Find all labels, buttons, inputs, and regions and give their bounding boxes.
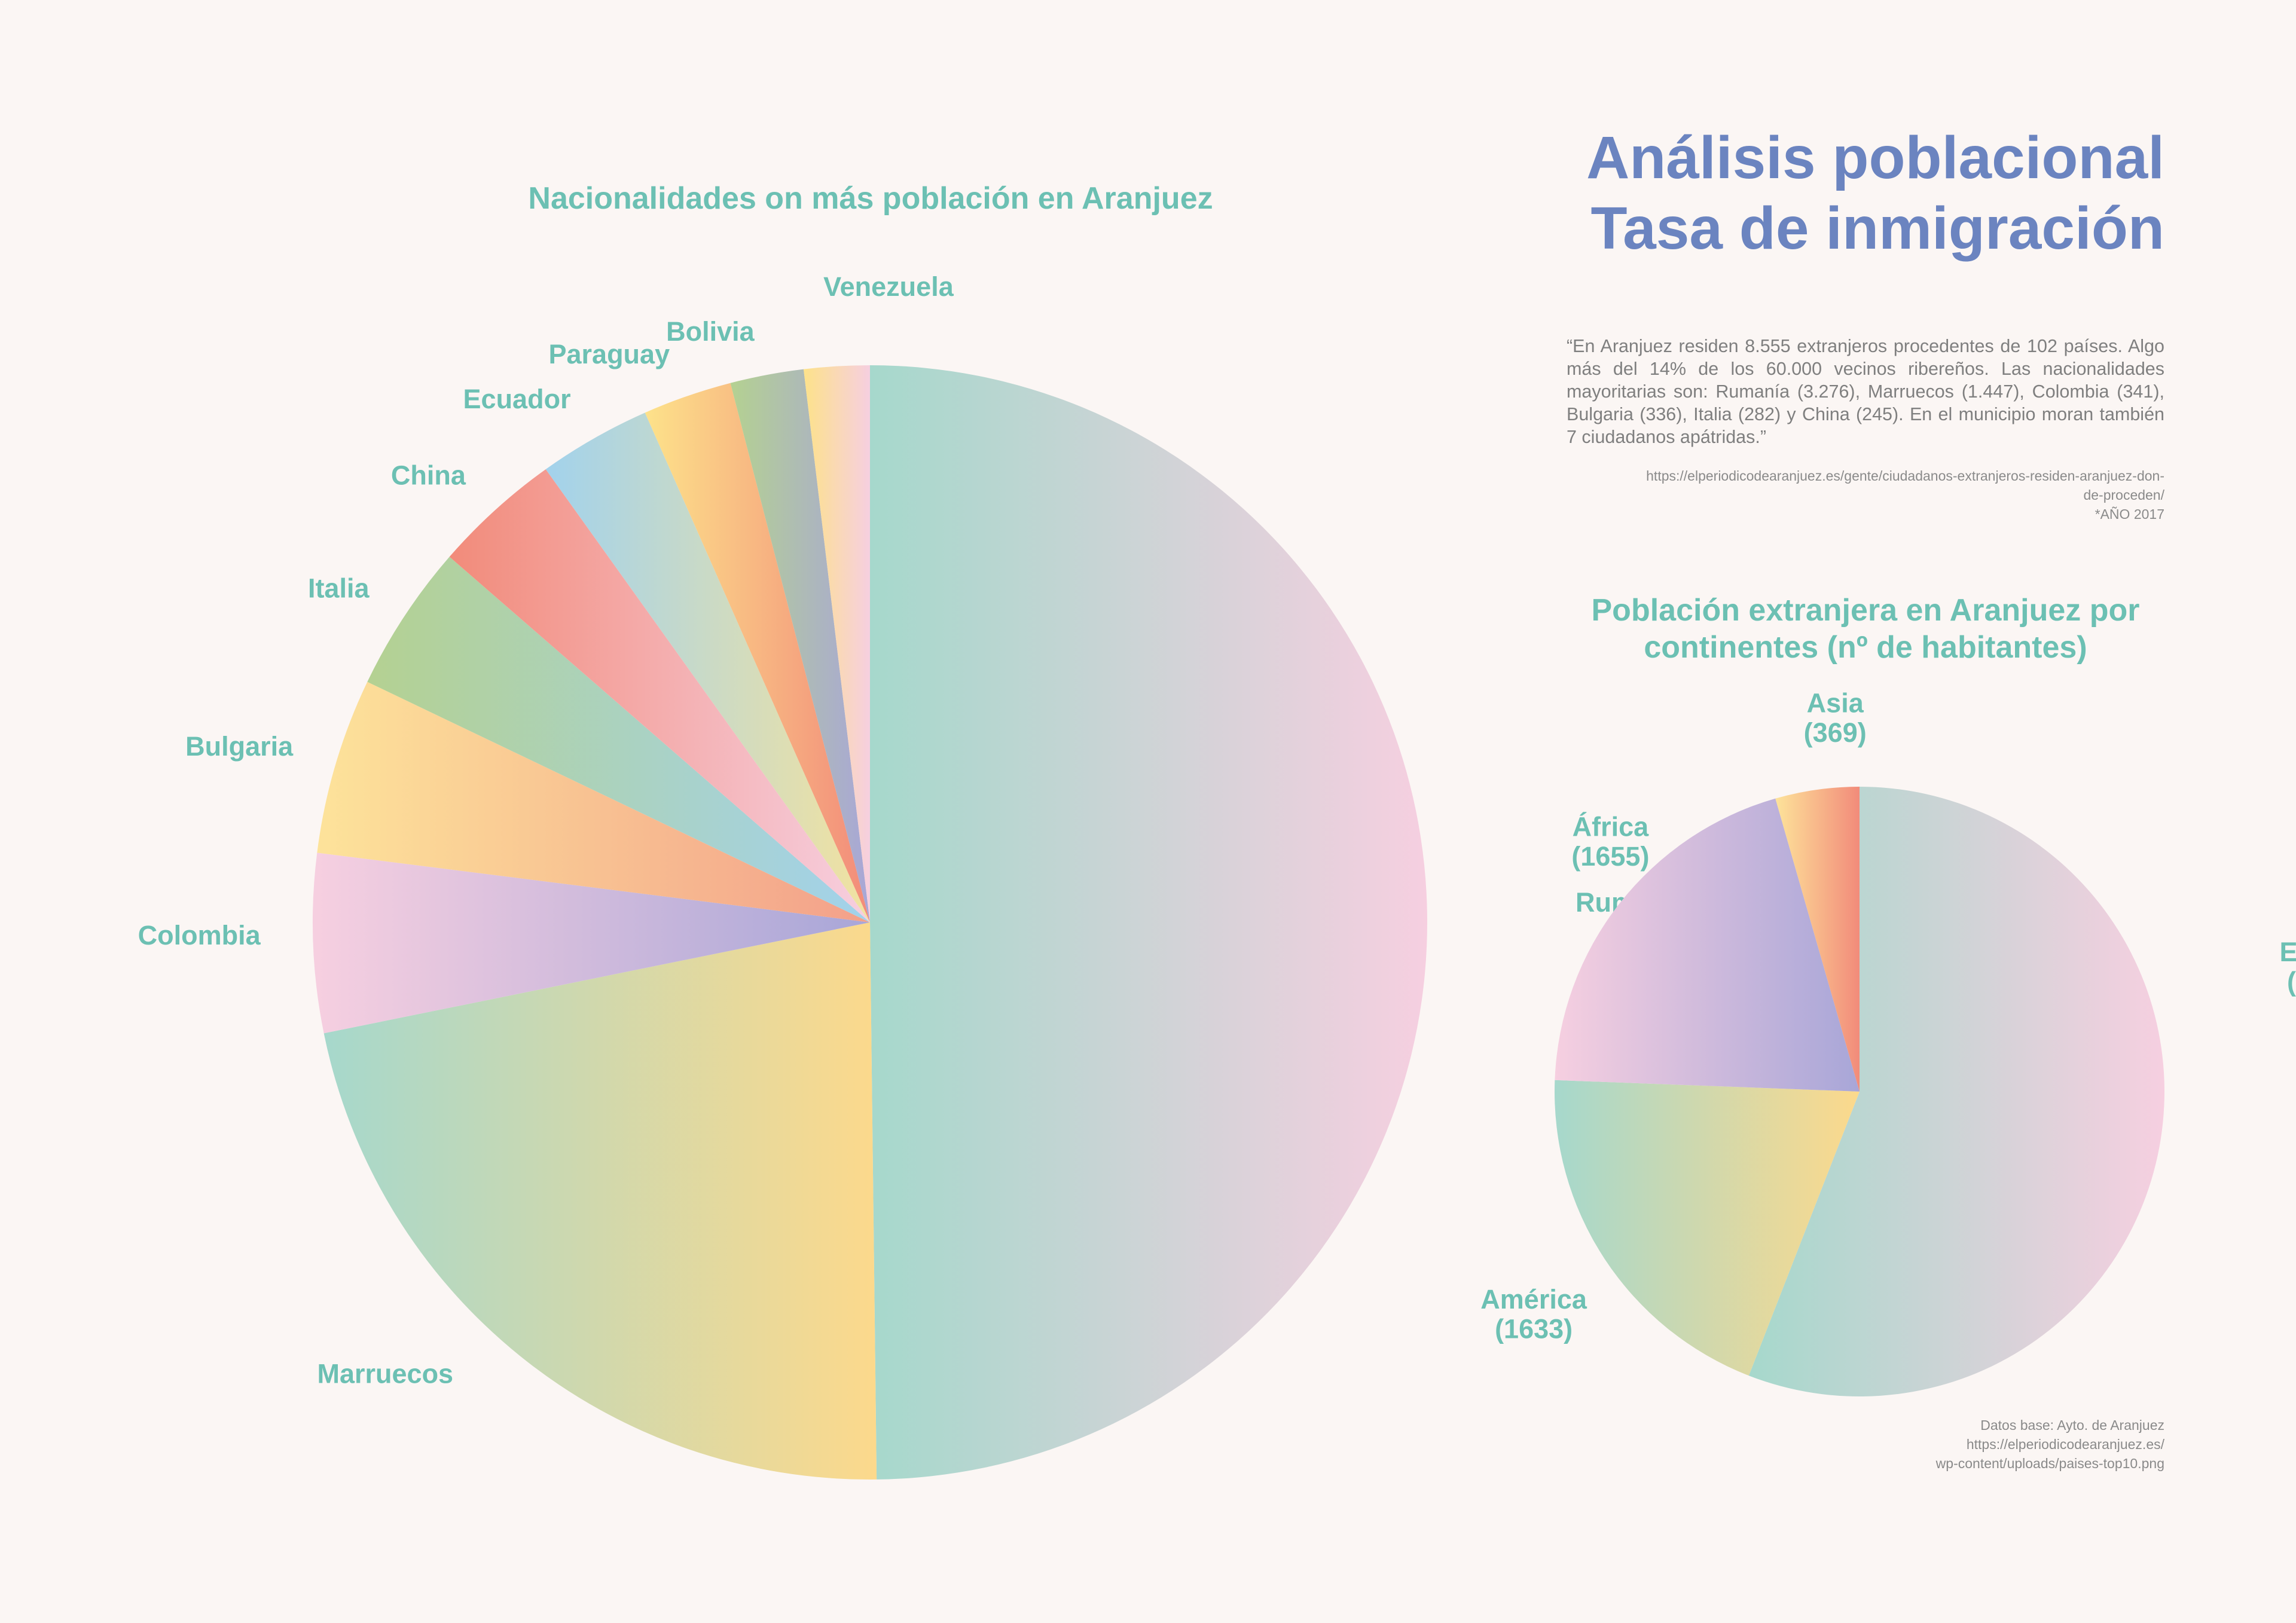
page-title: Análisis poblacional Tasa de inmigración [1327, 123, 2164, 264]
slice-label-china: China [391, 460, 466, 491]
slice-label-italia: Italia [308, 573, 370, 604]
pie-slice-europa [1748, 787, 2165, 1396]
quote-text: “En Aranjuez residen 8.555 extranjeros p… [1567, 336, 2164, 447]
pie-slice-paraguay [645, 383, 870, 922]
data-source-line3: wp-content/uploads/paises-top10.png [1935, 1456, 2164, 1471]
pie-slice-ecuador [545, 412, 870, 922]
slice-label-bulgaria: Bulgaria [185, 731, 294, 762]
pie-slice-bolivia [730, 369, 870, 922]
pie-slice-china [449, 469, 870, 922]
slice-label-asia: Asia [1807, 688, 1864, 719]
data-source-line2: https://elperiodicodearanjuez.es/ [1966, 1436, 2164, 1452]
pie-slice-africa [1555, 798, 1860, 1092]
slice-value-asia: (369) [1804, 717, 1867, 748]
slice-label-europa: Europa [2280, 937, 2296, 967]
page-title-line1: Análisis poblacional [1586, 124, 2164, 191]
pie-slice-america [1555, 1080, 1860, 1376]
continents-chart-title: Población extranjera en Aranjuez por con… [1591, 593, 2140, 665]
data-source-line1: Datos base: Ayto. de Aranjuez [1980, 1417, 2164, 1433]
nationalities-chart-title: Nacionalidades on más población en Aranj… [528, 181, 1213, 216]
slice-label-bolivia: Bolivia [666, 316, 755, 347]
slice-label-america: América [1480, 1284, 1587, 1315]
pie-slice-bulgaria [317, 681, 870, 922]
slice-label-ecuador: Ecuador [463, 384, 571, 414]
pie-slice-marruecos [323, 922, 877, 1480]
slice-value-america: (1633) [1495, 1314, 1573, 1344]
source-year-note: *AÑO 2017 [2095, 506, 2164, 522]
source-url-line2: de-proceden/ [2083, 487, 2164, 503]
slice-value-africa: (1655) [1571, 841, 1649, 872]
pie-slice-venezuela [803, 365, 870, 922]
pie-slice-asia [1775, 787, 1860, 1092]
slice-value-europa: (4638) [2287, 967, 2296, 997]
slice-label-africa: África [1573, 811, 1650, 842]
page-title-line2: Tasa de inmigración [1590, 195, 2164, 262]
slice-label-marruecos: Marruecos [317, 1358, 453, 1389]
pie-slice-rumania [870, 365, 1428, 1480]
data-source: Datos base: Ayto. de Aranjuez https://el… [1686, 1416, 2164, 1473]
slice-label-venezuela: Venezuela [823, 271, 954, 302]
slice-label-paraguay: Paraguay [548, 339, 670, 369]
pie-slice-italia [367, 557, 870, 922]
pie-slice-colombia [312, 852, 870, 1034]
source-url-line1: https://elperiodicodearanjuez.es/gente/c… [1646, 468, 2164, 484]
source-reference: https://elperiodicodearanjuez.es/gente/c… [1531, 466, 2164, 524]
slice-label-colombia: Colombia [138, 920, 261, 950]
